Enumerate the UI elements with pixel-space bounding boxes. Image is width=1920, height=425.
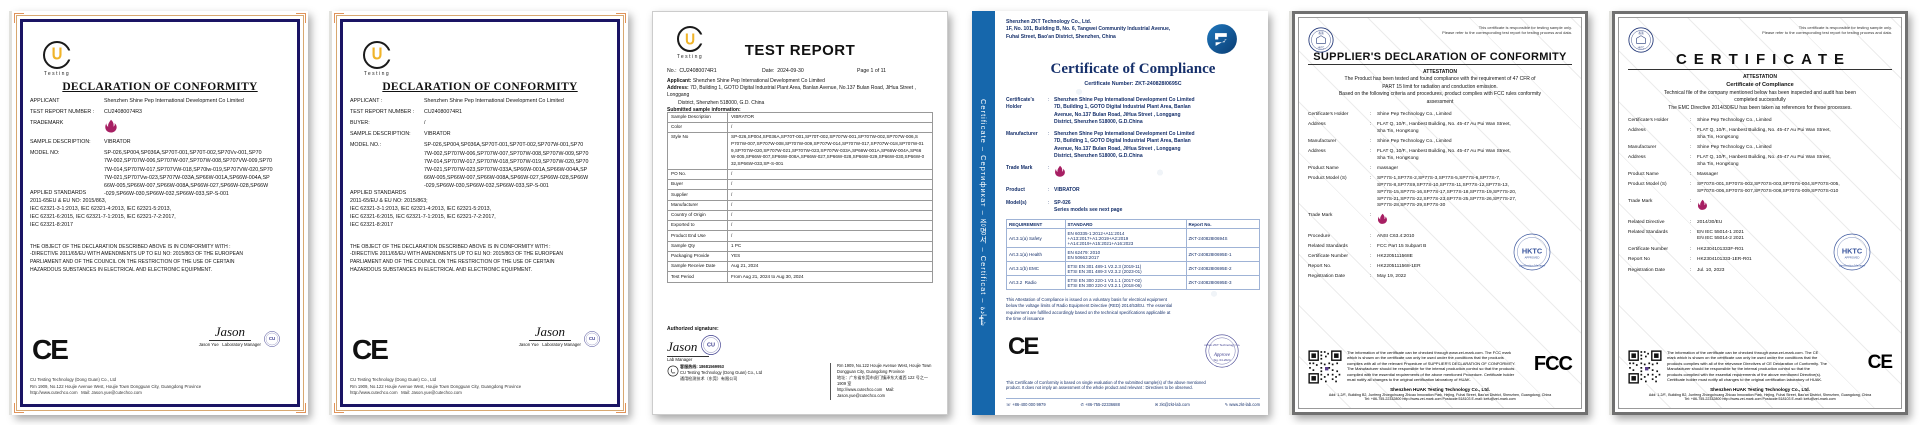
svg-text:HKTC: HKTC xyxy=(1638,46,1645,49)
svg-text:CU: CU xyxy=(269,336,275,341)
svg-text:APPROVED: APPROVED xyxy=(1525,255,1540,259)
svg-text:香港: 香港 xyxy=(1638,30,1644,34)
svg-text:香港: 香港 xyxy=(1318,30,1324,34)
svg-text:Approve: Approve xyxy=(1213,353,1231,358)
svg-text:Certification Manager: Certification Manager xyxy=(1519,263,1546,267)
svg-text:Sig. 04-2024: Sig. 04-2024 xyxy=(1213,358,1230,362)
svg-text:HKTC: HKTC xyxy=(1522,246,1543,255)
svg-text:HKTC: HKTC xyxy=(1842,246,1863,255)
svg-text:HKTC: HKTC xyxy=(1318,46,1325,49)
svg-text:CU: CU xyxy=(589,336,595,341)
svg-text:Certification Manager: Certification Manager xyxy=(1839,263,1866,267)
svg-text:CU: CU xyxy=(707,342,715,348)
svg-text:Shenzhen ZKT Technology Co.,Lt: Shenzhen ZKT Technology Co.,Ltd xyxy=(1204,343,1240,347)
svg-text:APPROVED: APPROVED xyxy=(1845,255,1860,259)
